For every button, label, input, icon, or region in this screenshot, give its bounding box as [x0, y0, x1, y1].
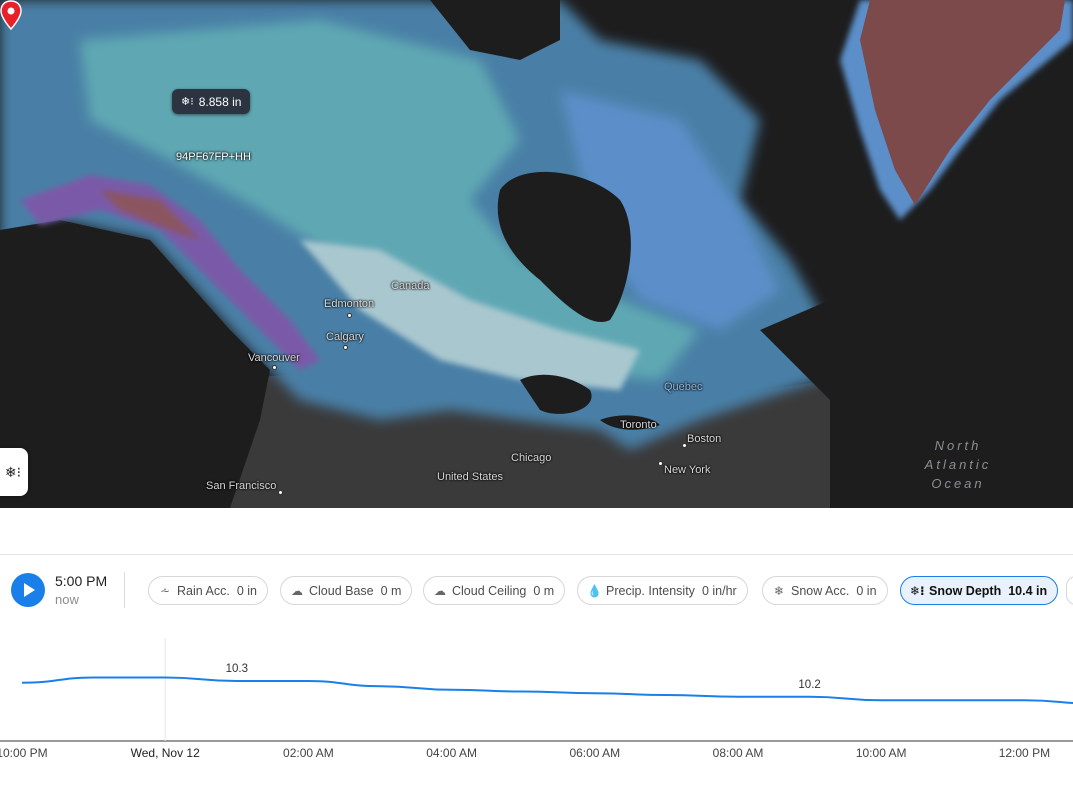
label-united-states: United States	[437, 471, 504, 483]
label-calgary: Calgary	[326, 331, 364, 343]
label-san-francisco: San Francisco	[206, 480, 277, 492]
chip-value: 0 in	[236, 583, 257, 598]
precip-intensity-icon: 💧	[587, 583, 602, 598]
city-dot-edmonton	[347, 313, 352, 318]
snow-cover-pale	[300, 240, 640, 390]
snow-depth-chart: 10:00 PM Wed, Nov 12 02:00 AM 04:00 AM 06:00…	[0, 630, 1073, 770]
chip-value: 0 m	[533, 583, 555, 598]
x-tick-label: 02:00 AM	[283, 746, 334, 760]
city-dot-new-york	[658, 461, 663, 466]
atlantic-ocean	[760, 160, 1073, 508]
layer-toggle-button[interactable]: ❄⁝	[0, 448, 28, 496]
play-icon	[24, 583, 35, 597]
great-lakes	[520, 374, 660, 430]
panel-divider	[0, 554, 1073, 555]
timeline-controls: 5:00 PM now ⩪ Rain Acc. 0 in ☁ Cloud Bas…	[0, 566, 1073, 614]
chip-value: 0 in/hr	[701, 583, 737, 598]
label-boston: Boston	[687, 433, 722, 445]
label-chicago: Chicago	[511, 452, 552, 464]
label-toronto: Toronto	[620, 419, 657, 431]
city-dot-vancouver	[272, 365, 277, 370]
chip-precip-intensity[interactable]: 💧 Precip. Intensity 0 in/hr	[577, 576, 748, 605]
mountain-alaska-peak	[100, 190, 200, 240]
ocean-label-north-atlantic: North Atlantic Ocean	[918, 436, 998, 493]
chip-label: Cloud Base	[309, 583, 374, 598]
cloud-base-icon: ☁	[291, 583, 303, 598]
city-dot-boston	[682, 443, 687, 448]
x-tick-label: Wed, Nov 12	[130, 746, 200, 760]
snow-depth-icon: ❄⁝	[181, 96, 194, 108]
data-label: 10.2	[798, 678, 821, 691]
chip-value: 0 m	[380, 583, 402, 598]
series-line-snow-depth	[21, 676, 1073, 705]
ocean-label-line2: Atlantic	[924, 457, 992, 472]
chip-snow-acc[interactable]: ❄ Snow Acc. 0 in	[762, 576, 888, 605]
label-edmonton: Edmonton	[324, 298, 375, 310]
data-label: 10.3	[225, 663, 248, 675]
chip-value: 10.4 in	[1008, 583, 1048, 598]
map-canvas	[0, 0, 1073, 508]
snow-depth-icon: ❄⁝	[4, 463, 22, 480]
pacific-ocean	[0, 220, 270, 508]
label-quebec: Quebec	[664, 381, 703, 393]
chip-label: Snow Depth	[929, 583, 1002, 598]
play-button[interactable]	[11, 573, 45, 607]
label-new-york: New York	[664, 464, 711, 476]
chip-cloud-ceiling[interactable]: ☁ Cloud Ceiling 0 m	[423, 576, 566, 605]
chip-label: Snow Acc.	[791, 583, 850, 598]
city-dot-calgary	[343, 345, 348, 350]
ocean-label-line3: Ocean	[931, 476, 985, 491]
arctic-water	[430, 0, 560, 60]
snow-depth-icon: ❄⁝	[910, 583, 925, 598]
x-tick-label: 10:00 AM	[855, 746, 907, 760]
pin-value-tooltip: ❄⁝ 8.858 in	[172, 89, 251, 114]
label-vancouver: Vancouver	[248, 352, 300, 364]
pin-value: 8.858 in	[198, 94, 242, 109]
controls-separator	[124, 572, 125, 608]
location-pin-icon[interactable]	[0, 0, 22, 30]
current-time: 5:00 PM	[55, 573, 108, 589]
chip-label: Cloud Ceiling	[452, 583, 527, 598]
current-time-sub: now	[55, 592, 79, 607]
chip-snow-depth[interactable]: ❄⁝ Snow Depth 10.4 in	[900, 576, 1059, 605]
chip-cloud-base[interactable]: ☁ Cloud Base 0 m	[280, 576, 413, 605]
greenland-ice	[860, 0, 1065, 205]
snow-acc-icon: ❄	[773, 583, 785, 598]
x-tick-label: 12:00 PM	[998, 746, 1051, 760]
city-dot-san-francisco	[278, 490, 283, 495]
chip-label: Precip. Intensity	[606, 583, 695, 598]
snow-cover-east	[560, 90, 780, 330]
x-tick-label: 06:00 AM	[569, 746, 621, 760]
label-canada: Canada	[391, 280, 430, 292]
x-tick-label: 04:00 AM	[426, 746, 477, 760]
weather-map[interactable]: Canada Edmonton Calgary Vancouver San Fr…	[0, 0, 1073, 508]
rain-icon: ⩪	[159, 583, 171, 598]
pin-plus-code: 94PF67FP+HH	[176, 151, 251, 163]
x-tick-label: 08:00 AM	[712, 746, 764, 760]
chip-label: Rain Acc.	[177, 583, 230, 598]
hudson-bay	[497, 171, 631, 322]
x-tick-label: 10:00 PM	[0, 746, 48, 760]
chip-value: 0 in	[856, 583, 877, 598]
chart-canvas	[0, 638, 1073, 742]
chip-next-partial[interactable]	[1066, 576, 1073, 605]
chip-rain-acc[interactable]: ⩪ Rain Acc. 0 in	[148, 576, 268, 605]
ocean-label-line1: North	[934, 438, 982, 453]
cloud-ceiling-icon: ☁	[434, 583, 446, 598]
